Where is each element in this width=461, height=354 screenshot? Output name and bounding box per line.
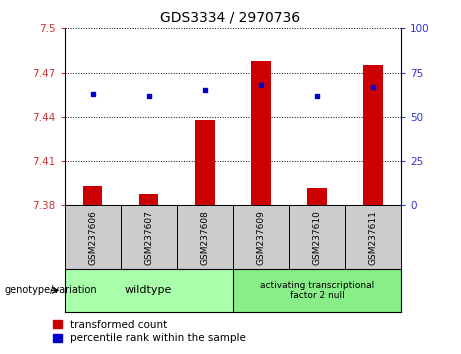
Text: GSM237607: GSM237607 (144, 210, 153, 265)
Text: GSM237610: GSM237610 (313, 210, 321, 265)
Text: genotype/variation: genotype/variation (5, 285, 97, 295)
Text: GSM237611: GSM237611 (368, 210, 378, 265)
Text: wildtype: wildtype (125, 285, 172, 295)
Text: activating transcriptional
factor 2 null: activating transcriptional factor 2 null (260, 281, 374, 300)
Bar (251, 61, 271, 205)
Bar (233, 269, 401, 312)
Bar (195, 120, 214, 205)
Legend: transformed count, percentile rank within the sample: transformed count, percentile rank withi… (51, 318, 248, 345)
Bar (83, 186, 102, 205)
Bar (307, 188, 327, 205)
Text: GSM237608: GSM237608 (200, 210, 209, 265)
Bar (65, 269, 233, 312)
Bar (139, 194, 159, 205)
Text: GDS3334 / 2970736: GDS3334 / 2970736 (160, 11, 301, 25)
Text: GSM237606: GSM237606 (88, 210, 97, 265)
Text: GSM237609: GSM237609 (256, 210, 266, 265)
Bar (363, 65, 383, 205)
